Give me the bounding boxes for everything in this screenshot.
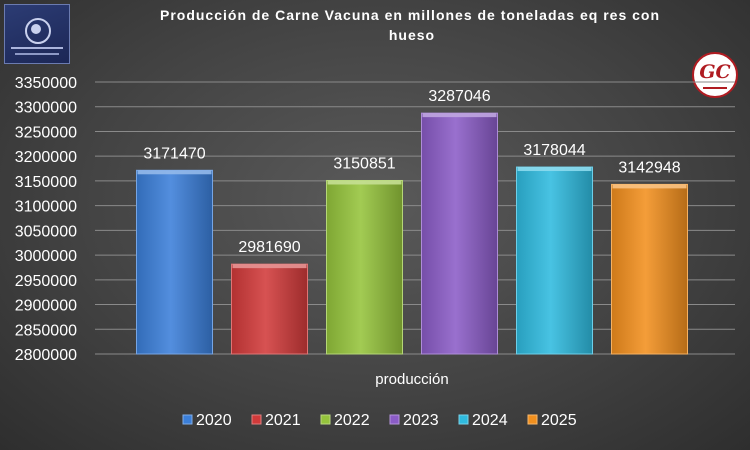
y-tick-label: 3100000 xyxy=(15,199,77,216)
gc-logo: GC xyxy=(692,52,738,98)
y-tick-label: 3050000 xyxy=(15,223,77,240)
legend-label: 2024 xyxy=(472,412,508,429)
legend-label: 2022 xyxy=(334,412,370,429)
y-tick-label: 2850000 xyxy=(15,322,77,339)
chart-title-line-2: hueso xyxy=(389,27,435,43)
data-labels: 3171470 2981690 3150851 3287046 3178044 31429… xyxy=(143,88,680,256)
y-axis-tick-labels: 3350000 3300000 3250000 3200000 3150000 31000… xyxy=(15,75,77,364)
data-label-2021: 2981690 xyxy=(238,239,300,256)
data-label-2025: 3142948 xyxy=(618,159,680,176)
legend-label: 2020 xyxy=(196,412,232,429)
chart-title-line-1: Producción de Carne Vacuna en millones d… xyxy=(160,7,660,23)
data-label-2020: 3171470 xyxy=(143,145,205,162)
y-tick-label: 3150000 xyxy=(15,174,77,191)
bar-top-highlight xyxy=(137,170,212,175)
legend-item-2022: 2022 xyxy=(320,412,370,429)
bar-2023 xyxy=(421,112,498,355)
legend-item-2023: 2023 xyxy=(389,412,439,429)
data-label-2022: 3150851 xyxy=(333,155,395,172)
bar-top-highlight xyxy=(422,113,497,118)
legend-item-2021: 2021 xyxy=(251,412,301,429)
legend-label: 2025 xyxy=(541,412,577,429)
seal-ring-icon xyxy=(25,18,51,44)
bars xyxy=(136,112,688,355)
y-tick-label: 3000000 xyxy=(15,248,77,265)
legend-swatch xyxy=(527,414,538,425)
organization-seal-logo xyxy=(4,4,70,64)
bar-2025 xyxy=(611,183,688,355)
bar-2024 xyxy=(516,166,593,355)
logo-text-line xyxy=(15,53,59,55)
data-label-2023: 3287046 xyxy=(428,88,490,105)
seal-center-icon xyxy=(31,24,41,34)
category-axis-label: producción xyxy=(375,371,448,388)
legend-swatch xyxy=(458,414,469,425)
y-tick-label: 3200000 xyxy=(15,149,77,166)
legend-item-2020: 2020 xyxy=(182,412,232,429)
gc-logo-text: GC xyxy=(699,61,731,83)
legend-swatch xyxy=(251,414,262,425)
legend-swatch xyxy=(389,414,400,425)
legend-swatch xyxy=(320,414,331,425)
y-tick-label: 3250000 xyxy=(15,124,77,141)
bar-top-highlight xyxy=(232,264,307,269)
data-label-2024: 3178044 xyxy=(523,142,585,159)
legend-label: 2023 xyxy=(403,412,439,429)
bar-2020 xyxy=(136,169,213,355)
legend-label: 2021 xyxy=(265,412,301,429)
y-tick-label: 3300000 xyxy=(15,100,77,117)
legend-item-2025: 2025 xyxy=(527,412,577,429)
bar-top-highlight xyxy=(517,167,592,172)
bar-top-highlight xyxy=(612,184,687,189)
bar-2022 xyxy=(326,179,403,355)
y-tick-label: 2950000 xyxy=(15,273,77,290)
legend: 2020 2021 2022 2023 2024 2025 xyxy=(182,412,577,429)
bar-2021 xyxy=(231,263,308,355)
gc-logo-underline xyxy=(703,87,727,89)
legend-item-2024: 2024 xyxy=(458,412,508,429)
bar-top-highlight xyxy=(327,180,402,185)
y-tick-label: 2800000 xyxy=(15,347,77,364)
y-tick-label: 2900000 xyxy=(15,298,77,315)
y-tick-label: 3350000 xyxy=(15,75,77,92)
legend-swatch xyxy=(182,414,193,425)
logo-text-line xyxy=(11,47,63,49)
